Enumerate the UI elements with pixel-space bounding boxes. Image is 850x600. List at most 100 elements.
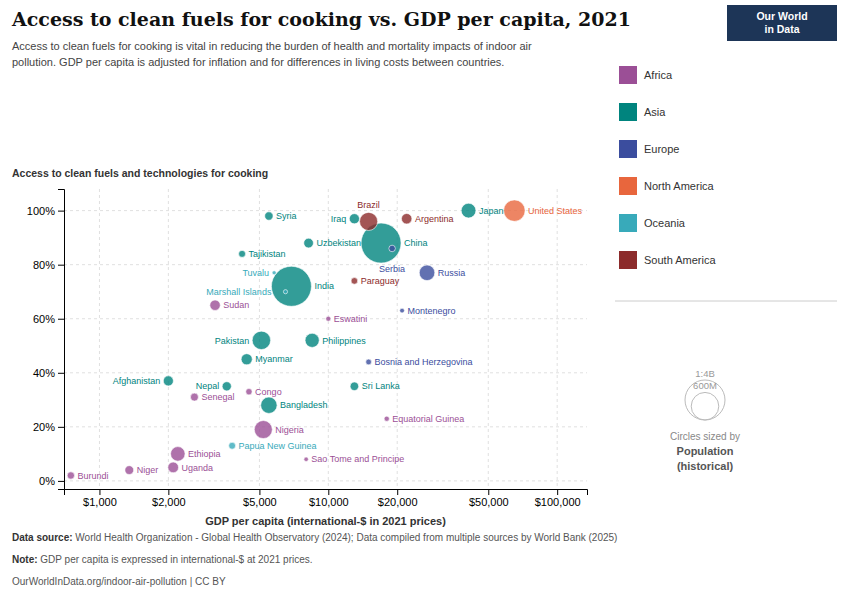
x-axis-title: GDP per capita (international-$ in 2021 … <box>205 515 446 527</box>
x-tick-label: $1,000 <box>83 496 117 508</box>
bubble <box>229 442 236 449</box>
point-label: China <box>404 238 428 248</box>
point-labels: BurundiNigerEthiopiaUgandaSudanSenegalNi… <box>78 200 583 481</box>
bubble <box>349 214 359 224</box>
y-tick-label: 80% <box>33 259 55 271</box>
x-tick: $10,000 <box>309 489 349 508</box>
bubble <box>350 382 359 391</box>
point-label: Bangladesh <box>280 400 328 410</box>
grid-line-y <box>64 264 587 265</box>
grid-line-y <box>64 372 587 373</box>
x-tick-mark <box>488 489 489 495</box>
point-label: Myanmar <box>255 354 293 364</box>
bubble <box>271 266 311 306</box>
y-tick-mark <box>58 427 64 428</box>
y-axis: 0%20%40%60%80%100% <box>27 190 65 490</box>
point-label: Eswatini <box>334 314 368 324</box>
legend-label: Oceania <box>644 217 686 229</box>
bubble <box>246 389 252 395</box>
footer-url: OurWorldInData.org/indoor-air-pollution … <box>12 576 226 587</box>
x-tick: $50,000 <box>469 489 509 508</box>
bubble <box>190 393 198 401</box>
point-label: Sri Lanka <box>362 381 400 391</box>
legend-label: North America <box>644 180 715 192</box>
x-tick-mark <box>259 489 260 495</box>
size-legend: 1:4B600MCircles sized byPopulation(histo… <box>670 368 740 472</box>
bubble <box>384 416 389 421</box>
bubble <box>504 200 525 221</box>
bubble <box>265 212 273 220</box>
badge-bg <box>727 5 837 41</box>
bubble <box>252 331 270 349</box>
legend-label: South America <box>644 254 716 266</box>
x-axis-line <box>65 490 588 496</box>
footer-note-text: GDP per capita is expressed in internati… <box>38 554 313 565</box>
bubble <box>241 354 252 365</box>
y-tick: 60% <box>33 313 64 325</box>
grid-line-x <box>488 189 489 489</box>
y-tick-mark <box>58 211 64 212</box>
x-tick-label: $5,000 <box>243 496 277 508</box>
x-tick: $100,000 <box>535 489 581 508</box>
footer-source-label: Data source: <box>12 532 73 543</box>
point-label: Russia <box>438 268 466 278</box>
badge-text: Our World <box>756 10 807 22</box>
legend-swatch <box>619 140 637 158</box>
chart-root: Access to clean fuels for cooking vs. GD… <box>0 0 850 600</box>
legend-label: Africa <box>644 69 673 81</box>
point-label: Papua New Guinea <box>239 441 317 451</box>
point-label: Bosnia and Herzegovina <box>374 357 472 367</box>
bubble <box>400 308 405 313</box>
size-legend-label: 1:4B <box>695 368 715 379</box>
subtitle: Access to clean fuels for cooking is vit… <box>12 40 532 68</box>
point-label: Japan <box>479 206 504 216</box>
x-tick-label: $10,000 <box>309 496 349 508</box>
badge: Our Worldin Data <box>727 5 837 41</box>
point-label: Tajikistan <box>249 249 286 259</box>
grid-line-y <box>64 426 587 427</box>
x-tick: $1,000 <box>83 489 117 508</box>
bubble <box>366 359 372 365</box>
chart-svg: Access to clean fuels for cooking vs. GD… <box>0 0 850 600</box>
point-label: Senegal <box>201 392 234 402</box>
legend: AfricaAsiaEuropeNorth AmericaOceaniaSout… <box>615 66 837 301</box>
bubble <box>67 472 74 479</box>
y-axis-title: Access to clean fuels and technologies f… <box>12 167 268 179</box>
point-label: Paraguay <box>361 276 400 286</box>
bubble <box>304 238 314 248</box>
subtitle-line: Access to clean fuels for cooking is vit… <box>12 40 532 52</box>
point-label: Argentina <box>415 214 454 224</box>
legend-swatch <box>619 251 637 269</box>
bubble <box>254 421 272 439</box>
badge-text: in Data <box>764 23 799 35</box>
legend-swatch <box>619 66 637 84</box>
x-tick-mark <box>557 489 558 495</box>
point-label: Montenegro <box>407 306 455 316</box>
footer-url-text: OurWorldInData.org/indoor-air-pollution … <box>12 576 226 587</box>
legend-label: Europe <box>644 143 679 155</box>
point-label: Philippines <box>322 336 366 346</box>
size-legend-note: (historical) <box>677 460 734 472</box>
bubble <box>125 466 134 475</box>
x-axis: $1,000 $2,000 $5,000 $10,000 $20,000 $50,000 $… <box>65 489 588 508</box>
footer-source-text: World Health Organization - Global Healt… <box>73 532 618 543</box>
y-tick-label: 60% <box>33 313 55 325</box>
x-tick-mark <box>168 489 169 495</box>
y-tick: 40% <box>33 367 64 379</box>
bubble <box>239 250 246 257</box>
point-label: Nigeria <box>275 425 304 435</box>
bubble <box>261 397 277 413</box>
point-label: Syria <box>276 211 297 221</box>
bubble <box>283 290 287 294</box>
grid <box>64 189 587 489</box>
size-legend-title: Circles sized by <box>670 431 740 442</box>
legend-swatch <box>619 214 637 232</box>
x-tick: $20,000 <box>378 489 418 508</box>
x-tick-label: $2,000 <box>152 496 186 508</box>
y-tick: 100% <box>27 205 64 217</box>
y-tick: 20% <box>33 421 64 433</box>
point-label: Uganda <box>182 463 214 473</box>
point-label: Tuvalu <box>242 268 269 278</box>
point-label: Ethiopia <box>188 449 221 459</box>
footer-note: Note: GDP per capita is expressed in int… <box>12 554 313 565</box>
